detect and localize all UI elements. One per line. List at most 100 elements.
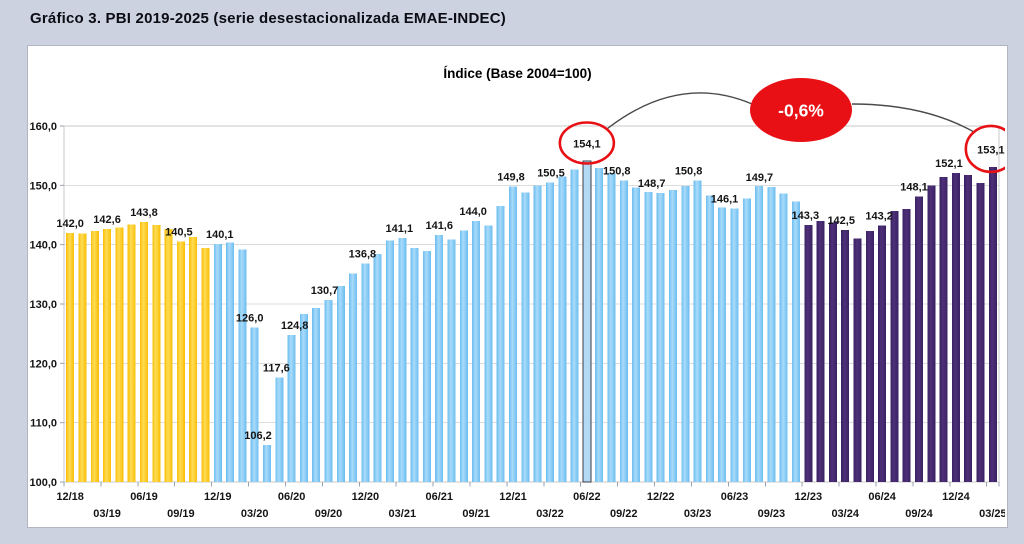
y-tick-label: 130,0 — [29, 299, 57, 311]
chart-panel: Índice (Base 2004=100) 100,0 110,0 120,0 13… — [27, 45, 1008, 528]
bar-03/22 — [545, 182, 554, 482]
x-tick-label: 09/20 — [315, 508, 343, 520]
data-label-09/21: 144,0 — [459, 206, 487, 218]
x-tick-label: 12/20 — [352, 491, 380, 503]
bar-04/19 — [115, 227, 124, 482]
bar-12/20 — [361, 263, 370, 482]
bar-08/22 — [607, 172, 616, 482]
bar-07/21 — [447, 239, 456, 482]
x-tick-label: 06/24 — [868, 491, 896, 503]
x-tick-label: 03/25 — [979, 508, 1005, 520]
y-tick-label: 120,0 — [29, 358, 57, 370]
bar-07/23 — [742, 198, 751, 483]
bar-12/23 — [804, 225, 813, 482]
bar-chart: 100,0 110,0 120,0 130,0 140,0 150,0 160,0 12/18… — [29, 78, 1005, 520]
bar-02/22 — [533, 185, 542, 483]
bar-10/23 — [779, 193, 788, 482]
x-tick-label: 12/18 — [56, 491, 84, 503]
x-tick-label: 09/24 — [905, 508, 933, 520]
bar-01/21 — [373, 254, 382, 482]
data-label-09/20: 130,7 — [311, 285, 339, 297]
bar-12/22 — [656, 193, 665, 482]
x-tick-label: 12/22 — [647, 491, 675, 503]
x-tick-label: 12/19 — [204, 491, 232, 503]
x-axis-labels: 12/18 03/19 06/19 09/19 12/19 03/20 06/20 09/20… — [56, 482, 1005, 520]
data-label-12/18: 142,0 — [56, 218, 84, 230]
data-label-09/19: 140,5 — [165, 227, 193, 239]
data-labels: 142,0 142,6 143,8 140,5 140,1 126,0 106,2 117,6… — [56, 139, 1004, 443]
data-label-06/19: 143,8 — [130, 207, 158, 219]
bar-05/19 — [127, 224, 136, 482]
bar-09/23 — [767, 187, 776, 482]
bar-07/19 — [152, 225, 161, 482]
bar-08/23 — [755, 185, 764, 482]
data-label-12/20: 136,8 — [349, 249, 377, 261]
bar-10/24 — [927, 185, 936, 483]
bar-03/21 — [398, 238, 407, 482]
bar-03/25 — [988, 166, 997, 482]
bar-06/23 — [730, 208, 739, 482]
bar-06/19 — [139, 222, 148, 482]
bar-11/23 — [792, 201, 801, 482]
x-tick-label: 03/24 — [831, 508, 859, 520]
bar-12/24 — [951, 172, 960, 482]
x-tick-label: 09/21 — [462, 508, 490, 520]
bar-10/20 — [336, 286, 345, 482]
data-label-09/23: 149,7 — [746, 172, 774, 184]
x-tick-label: 03/20 — [241, 508, 269, 520]
bar-11/20 — [349, 273, 358, 482]
circle-latest-value — [964, 124, 1005, 174]
bar-02/25 — [976, 182, 985, 482]
bar-01/20 — [226, 242, 235, 482]
data-label-09/24: 148,1 — [900, 182, 928, 194]
x-tick-label: 09/23 — [758, 508, 786, 520]
bar-04/24 — [853, 238, 862, 482]
bar-06/21 — [435, 235, 444, 482]
chart-title: Gráfico 3. PBI 2019-2025 (serie desestac… — [30, 10, 506, 27]
bar-07/24 — [890, 210, 899, 482]
bar-05/20 — [275, 377, 284, 482]
x-tick-label: 12/23 — [795, 491, 823, 503]
bar-06/22 — [582, 160, 592, 483]
bar-09/24 — [915, 196, 924, 482]
x-tick-label: 06/20 — [278, 491, 306, 503]
data-label-12/22: 148,7 — [638, 178, 666, 190]
bar-11/24 — [939, 177, 948, 482]
bar-05/22 — [570, 169, 579, 482]
bar-02/20 — [238, 249, 247, 482]
y-tick-label: 100,0 — [29, 477, 57, 489]
bar-11/19 — [201, 248, 210, 482]
data-label-06/23: 146,1 — [711, 193, 739, 205]
bar-07/20 — [299, 314, 308, 482]
variation-badge-label: -0,6% — [778, 101, 824, 121]
variation-badge — [750, 78, 852, 142]
data-label-05/20: 117,6 — [263, 363, 290, 375]
y-tick-label: 110,0 — [30, 418, 57, 430]
x-tick-label: 03/19 — [93, 508, 121, 520]
bar-02/21 — [386, 240, 395, 482]
bar-08/19 — [164, 229, 173, 482]
chart-subtitle: Índice (Base 2004=100) — [443, 66, 592, 81]
bar-04/22 — [558, 176, 567, 482]
data-label-06/20: 124,8 — [281, 320, 309, 332]
bar-10/21 — [484, 225, 493, 482]
bar-09/20 — [324, 299, 333, 482]
bar-09/22 — [619, 180, 628, 482]
bar-01/25 — [964, 175, 973, 482]
bar-03/20 — [250, 327, 259, 482]
bar-01/24 — [816, 220, 825, 482]
bar-04/21 — [410, 248, 419, 482]
bar-03/24 — [841, 229, 850, 482]
bar-12/18 — [66, 232, 75, 482]
y-tick-label: 160,0 — [29, 121, 57, 133]
x-tick-label: 06/21 — [425, 491, 453, 503]
data-label-04/20: 106,2 — [244, 430, 272, 442]
bar-12/21 — [509, 186, 518, 482]
data-label-12/24: 152,1 — [935, 158, 963, 170]
data-label-09/22: 150,8 — [603, 166, 631, 178]
annotation-group: -0,6% — [558, 78, 1005, 174]
circle-peak-value — [558, 121, 616, 165]
data-label-06/24: 143,2 — [865, 211, 893, 223]
data-label-03/22: 150,5 — [537, 167, 565, 179]
x-tick-label: 06/22 — [573, 491, 601, 503]
